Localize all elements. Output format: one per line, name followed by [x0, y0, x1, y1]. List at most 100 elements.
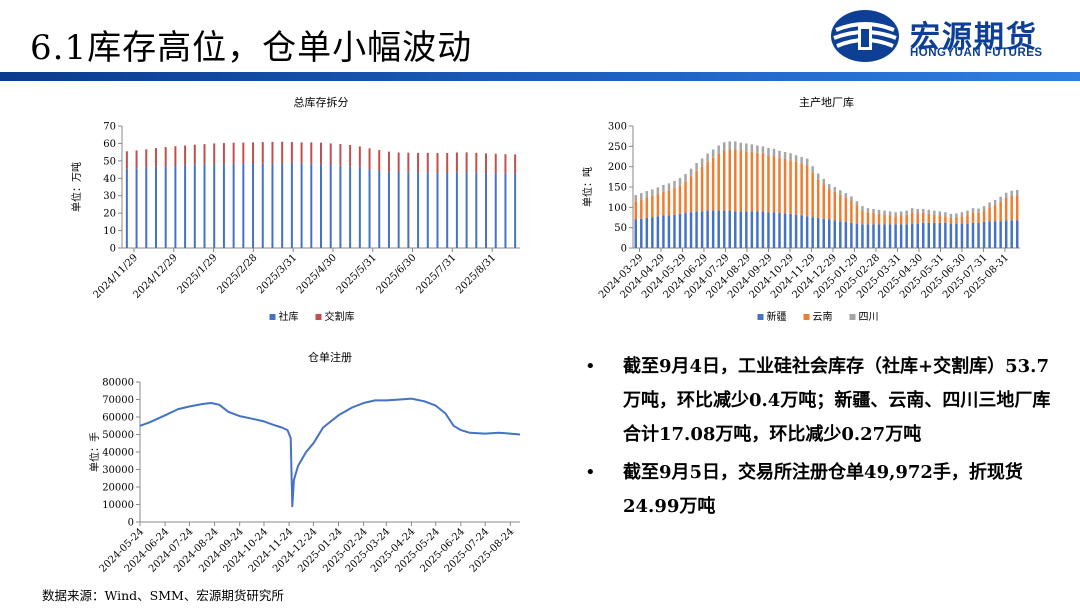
bar-segment [145, 167, 148, 248]
bar-segment [966, 214, 969, 224]
bar-segment [944, 216, 947, 223]
bar-segment [916, 208, 919, 214]
y-tick-label: 40000 [102, 448, 134, 459]
y-tick-label: 100 [608, 203, 627, 214]
bar-segment [794, 155, 798, 162]
bar-segment [811, 166, 814, 173]
total-inventory-chart: 总库存拆分010203040506070单位：万吨2024/11/292024/… [70, 95, 520, 323]
bar-segment [916, 213, 919, 224]
bar-segment [689, 212, 693, 248]
bar-segment [750, 211, 754, 248]
bar-segment [982, 221, 986, 248]
bar-segment [866, 224, 870, 248]
bar-segment [203, 144, 206, 165]
bar-segment [866, 212, 870, 225]
bar-segment [944, 212, 947, 217]
bar-segment [899, 211, 903, 216]
legend-swatch [803, 314, 810, 320]
data-source: 数据来源：Wind、SMM、宏源期货研究所 [42, 588, 284, 603]
bar-segment [310, 142, 313, 164]
bar-segment [504, 173, 507, 248]
bullet-dot: • [585, 462, 596, 483]
legend-label: 交割库 [325, 310, 355, 323]
bar-segment [794, 161, 798, 215]
y-tick-label: 20 [103, 209, 116, 220]
bar-segment [222, 163, 225, 248]
y-tick-label: 10000 [102, 500, 134, 511]
legend-label: 四川 [859, 312, 879, 323]
bar-segment [1015, 220, 1019, 248]
bar-segment [960, 212, 964, 217]
bar-segment [833, 220, 837, 248]
bar-segment [750, 152, 754, 212]
bar-segment [213, 163, 216, 248]
bar-segment [844, 221, 848, 248]
hongyuan-logo-icon [831, 10, 899, 62]
bar-segment [993, 221, 997, 248]
bar-segment [397, 152, 400, 173]
y-tick-label: 40 [103, 174, 116, 185]
bar-segment [673, 187, 676, 215]
bar-segment [728, 210, 731, 248]
bar-segment [756, 145, 759, 153]
chart-title: 主产地厂库 [799, 95, 854, 109]
bar-segment [667, 215, 671, 248]
bar-segment [695, 211, 698, 248]
bar-segment [977, 208, 980, 214]
bar-segment [734, 141, 737, 150]
bar-segment [329, 143, 332, 166]
x-tick-label: 2025/4/30 [295, 252, 339, 296]
bar-segment [977, 222, 980, 248]
bar-segment [300, 163, 303, 248]
bar-segment [927, 213, 931, 223]
bar-segment [938, 211, 942, 216]
bar-segment [745, 143, 748, 152]
bar-segment [271, 163, 274, 248]
bar-segment [1010, 220, 1013, 248]
bar-segment [739, 150, 743, 212]
bar-segment [222, 143, 225, 164]
bar-segment [349, 166, 352, 248]
bar-segment [816, 179, 820, 218]
bar-segment [877, 213, 881, 225]
bar-segment [1010, 195, 1013, 221]
bar-segment [794, 214, 798, 248]
bar-segment [651, 217, 654, 248]
y-tick-label: 150 [608, 183, 627, 194]
bar-segment [232, 142, 235, 164]
y-tick-label: 50 [103, 156, 116, 167]
x-tick-label: 2025/6/30 [375, 252, 419, 296]
bar-segment [722, 210, 726, 248]
bar-segment [772, 212, 776, 248]
bar-segment [739, 142, 743, 151]
bar-segment [135, 150, 138, 169]
bar-segment [927, 222, 931, 248]
bar-segment [387, 171, 390, 248]
bar-segment [955, 217, 958, 224]
y-tick-label: 20000 [102, 483, 134, 494]
bar-segment [938, 222, 942, 248]
bar-segment [446, 173, 449, 248]
bar-segment [982, 210, 986, 222]
y-tick-label: 0 [621, 244, 627, 255]
logo-text-cn: 宏源期货 [910, 20, 1038, 55]
x-tick-label: 2025/1/29 [176, 252, 220, 296]
bar-segment [252, 142, 255, 164]
bar-segment [407, 152, 410, 173]
y-axis-label: 单位：万吨 [70, 162, 83, 212]
y-tick-label: 50000 [102, 430, 134, 441]
bar-segment [988, 221, 991, 248]
bar-segment [174, 146, 177, 166]
bar-segment [634, 195, 638, 202]
bar-segment [982, 206, 986, 211]
bar-segment [673, 180, 676, 188]
bar-segment [329, 165, 332, 248]
y-tick-label: 60 [103, 139, 116, 150]
bar-segment [667, 190, 671, 216]
bar-segment [1004, 220, 1008, 248]
page-title: 6.1库存高位，仓单小幅波动 [30, 28, 473, 68]
bar-segment [955, 223, 958, 248]
bar-segment [706, 161, 709, 211]
bar-segment [514, 173, 517, 248]
bar-segment [640, 218, 643, 248]
